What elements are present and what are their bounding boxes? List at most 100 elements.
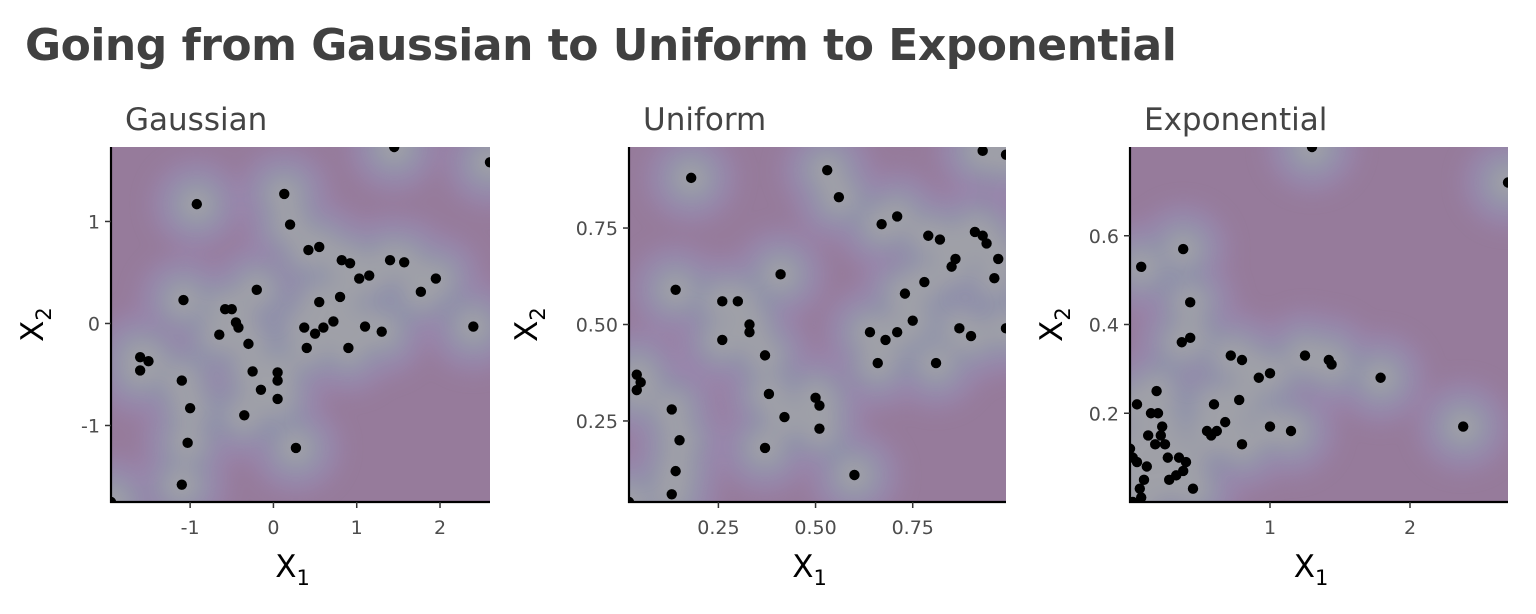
y-axis-label-sub: 2: [32, 307, 56, 320]
x-tick-label: 2: [1404, 517, 1416, 539]
x-tick-label: 2: [434, 517, 446, 539]
data-point: [763, 388, 775, 400]
data-point: [251, 284, 262, 296]
data-point: [891, 327, 903, 338]
data-point: [1236, 439, 1248, 450]
data-point: [314, 296, 325, 308]
data-point: [233, 322, 244, 333]
data-point: [891, 211, 903, 222]
data-point: [272, 375, 283, 386]
density-blob: [988, 310, 1006, 347]
data-point: [1164, 474, 1175, 486]
data-point: [376, 326, 387, 337]
data-point: [1264, 368, 1276, 379]
data-point: [977, 230, 988, 241]
data-point: [1143, 430, 1154, 441]
data-point: [336, 255, 347, 266]
data-point: [1234, 394, 1245, 406]
data-point: [635, 377, 646, 388]
scatter-points: [629, 147, 1006, 502]
data-point: [1152, 408, 1164, 419]
data-point: [954, 323, 965, 334]
data-point: [328, 316, 339, 327]
density-overlay: [629, 147, 1006, 502]
x-axis-label-sub: 1: [813, 566, 826, 590]
data-point: [864, 327, 876, 338]
data-point: [814, 400, 825, 411]
data-point: [744, 327, 755, 338]
data-point: [1502, 177, 1508, 188]
data-point: [981, 238, 992, 249]
data-point: [631, 369, 642, 380]
x-axis-label-sub: 1: [296, 566, 309, 590]
data-point: [354, 273, 365, 284]
density-blob: [629, 484, 647, 502]
x-tick-label: 0.25: [697, 517, 739, 539]
y-tick-label: -1: [81, 415, 100, 437]
data-point: [1306, 147, 1318, 153]
density-blob: [472, 147, 490, 181]
y-tick-label: 0.50: [576, 315, 618, 337]
data-point: [810, 392, 821, 404]
data-point: [1136, 261, 1147, 273]
y-axis-label-main: X: [1034, 321, 1070, 342]
y-axis-label-sub: 2: [1051, 307, 1075, 320]
data-point: [1185, 332, 1196, 344]
x-axis-label: X1: [1294, 549, 1329, 590]
x-tick-label: 1: [1264, 517, 1276, 539]
data-point: [950, 253, 961, 265]
data-point: [1130, 496, 1138, 502]
data-point: [399, 257, 410, 268]
data-point: [1141, 461, 1153, 472]
y-axis-label: X2: [1034, 307, 1075, 342]
data-point: [717, 296, 728, 307]
data-point: [359, 321, 371, 332]
data-point: [1264, 421, 1276, 432]
data-point: [1178, 243, 1189, 255]
data-point: [880, 334, 891, 346]
data-point: [872, 357, 883, 369]
y-axis-label: X2: [15, 307, 56, 342]
panel-title: Uniform: [643, 102, 766, 138]
data-point: [343, 342, 354, 354]
data-point: [1225, 350, 1237, 361]
data-point: [1000, 323, 1006, 334]
data-point: [1253, 372, 1265, 383]
data-point: [1138, 474, 1150, 486]
data-point: [1162, 452, 1174, 463]
data-point: [930, 357, 942, 369]
data-point: [849, 469, 860, 481]
data-point: [384, 255, 396, 266]
data-point: [1155, 430, 1167, 441]
x-tick-label: 0.50: [794, 517, 836, 539]
y-axis-label-main: X: [15, 321, 51, 342]
data-point: [685, 172, 697, 184]
data-point: [214, 329, 225, 340]
data-point: [674, 435, 685, 446]
data-point: [1458, 421, 1469, 432]
data-point: [243, 338, 254, 350]
data-point: [272, 367, 283, 378]
data-point: [899, 288, 911, 299]
data-point: [226, 303, 237, 315]
x-axis-label-main: X: [1294, 549, 1315, 585]
data-point: [1326, 359, 1337, 370]
data-point: [176, 479, 188, 490]
data-point: [176, 375, 188, 386]
scatter-points: [1130, 147, 1508, 502]
data-point: [1220, 416, 1231, 428]
data-point: [318, 322, 329, 333]
data-point: [309, 328, 321, 339]
data-point: [191, 198, 202, 210]
data-point: [946, 261, 957, 272]
data-point: [334, 291, 346, 303]
density-blob: [376, 147, 413, 165]
y-axis-label-sub: 2: [526, 307, 550, 320]
data-point: [1150, 439, 1161, 450]
data-point: [290, 442, 302, 454]
density-blob: [1490, 164, 1508, 201]
data-point: [468, 321, 479, 332]
